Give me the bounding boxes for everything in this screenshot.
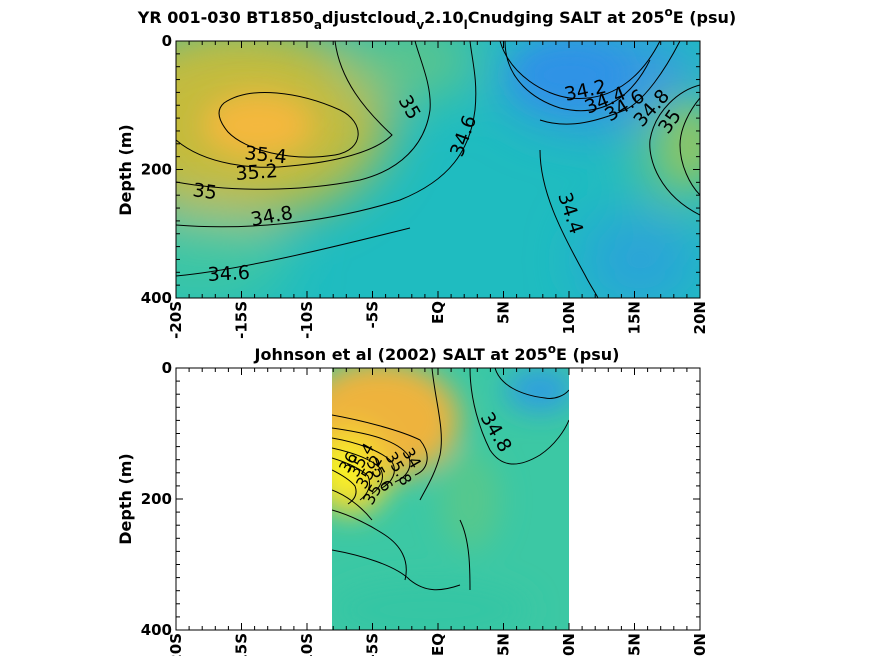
- bottom-ytick-labels: 0 200 400: [141, 359, 172, 639]
- top-contours: [176, 41, 700, 298]
- x-tick-label: 10N: [560, 633, 578, 656]
- y-tick-label: 400: [141, 621, 172, 639]
- x-tick-label: -20S: [167, 301, 185, 339]
- bottom-panel: Johnson et al (2002) SALT at 205oE (psu): [116, 342, 709, 656]
- y-tick-label: 200: [141, 490, 172, 508]
- bottom-salinity-field: [332, 368, 569, 630]
- y-tick-label: 200: [141, 161, 172, 179]
- x-tick-label: 5N: [495, 633, 513, 656]
- x-tick-label: 20N: [691, 633, 709, 656]
- y-tick-label: 400: [141, 289, 172, 307]
- x-tick-label: 15N: [626, 633, 644, 656]
- x-tick-label: EQ: [429, 633, 447, 656]
- x-tick-label: -5S: [364, 301, 382, 328]
- top-ticks: [175, 40, 701, 299]
- x-tick-label: -15S: [233, 301, 251, 339]
- bottom-ticks: [175, 367, 701, 631]
- contour-label: 35: [191, 179, 218, 204]
- top-xtick-labels: -20S -15S -10S -5S EQ 5N 10N 15N 20N: [167, 301, 709, 339]
- x-tick-label: EQ: [429, 301, 447, 324]
- x-tick-label: 15N: [626, 301, 644, 334]
- x-tick-label: -15S: [233, 633, 251, 656]
- top-y-axis-label: Depth (m): [116, 124, 135, 216]
- bottom-panel-title: Johnson et al (2002) SALT at 205oE (psu): [254, 342, 620, 364]
- top-ytick-labels: 0 200 400: [141, 32, 172, 307]
- top-panel: YR 001-030 BT1850adjustcloudv2.10lCnudgi…: [116, 5, 736, 339]
- x-tick-label: -5S: [364, 633, 382, 656]
- contour-label: 35.2: [235, 160, 279, 185]
- top-salinity-field: [176, 41, 700, 298]
- x-tick-label: 20N: [691, 301, 709, 334]
- x-tick-label: -20S: [167, 633, 185, 656]
- top-panel-title: YR 001-030 BT1850adjustcloudv2.10lCnudgi…: [137, 5, 736, 32]
- x-tick-label: -10S: [298, 633, 316, 656]
- x-tick-label: 10N: [560, 301, 578, 334]
- y-tick-label: 0: [162, 32, 172, 50]
- x-tick-label: -10S: [298, 301, 316, 339]
- contour-label: 34.6: [207, 262, 250, 286]
- bottom-contours: [332, 368, 569, 591]
- contour-label: 35.4: [243, 142, 287, 168]
- bottom-y-axis-label: Depth (m): [116, 453, 135, 545]
- y-tick-label: 0: [162, 359, 172, 377]
- x-tick-label: 5N: [495, 301, 513, 324]
- bottom-xtick-labels: -20S -15S -10S -5S EQ 5N 10N 15N 20N: [167, 633, 709, 656]
